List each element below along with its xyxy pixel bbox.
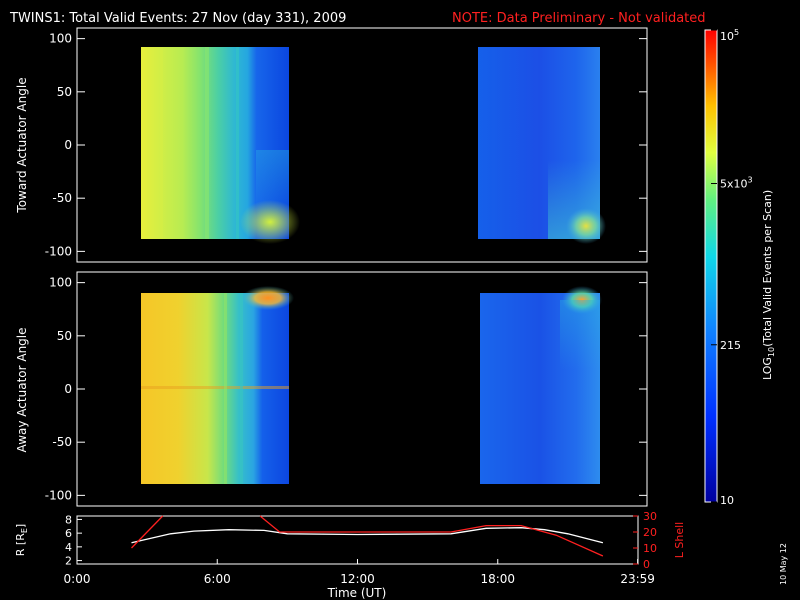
toward-block-early-stripe — [205, 47, 209, 239]
x-tick-label: 12:00 — [340, 572, 375, 586]
x-axis-label: Time (UT) — [327, 586, 387, 600]
orbit-ytick-left-label: 2 — [65, 555, 72, 568]
colorbar-tick-text: 215 — [720, 339, 741, 352]
l-shell-line — [131, 515, 164, 549]
generation-date-stamp: 10 May 12 — [779, 543, 788, 585]
colorbar-tick-text: 10 — [720, 30, 734, 43]
colorbar-tick-text: 5x10 — [720, 178, 748, 191]
orbit-ylabel-left: R [RE] — [14, 524, 29, 556]
away-block-early-band — [141, 386, 289, 389]
colorbar-tick-text: 10 — [720, 494, 734, 507]
colorbar-tick-exponent: 3 — [748, 176, 753, 185]
orbit-ytick-left-label: 4 — [65, 541, 72, 554]
orbit-panel-frame — [76, 515, 639, 565]
x-tick-label: 18:00 — [480, 572, 515, 586]
orbit-ytick-left-label: 6 — [65, 527, 72, 540]
away-block-early-stripe — [240, 293, 243, 484]
orbit-ylabel-right: L Shell — [673, 522, 686, 558]
colorbar-label: LOG10(Total Valid Events per Scan) — [761, 190, 776, 380]
figure-title: TWINS1: Total Valid Events: 27 Nov (day … — [9, 11, 346, 26]
orbit-lines — [131, 515, 604, 557]
toward-ylabel: Toward Actuator Angle — [15, 77, 29, 213]
away-ytick-label: -100 — [45, 488, 72, 502]
toward-block-late-hotspot — [566, 208, 606, 244]
toward-ytick-label: 0 — [64, 138, 72, 152]
away-ytick-label: 0 — [64, 382, 72, 396]
away-block-early-hotspot — [242, 286, 294, 310]
orbit-ytick-right-label: 10 — [643, 542, 657, 555]
toward-y-axis: 100 50 0 -50 -100 — [45, 32, 647, 258]
orbit-ytick-right-label: 20 — [643, 526, 657, 539]
x-tick-label: 23:59 — [620, 572, 655, 586]
x-tick-label: 0:00 — [64, 572, 91, 586]
colorbar-tick-label: 10 — [720, 494, 734, 507]
orbit-ytick-right-label: 30 — [643, 510, 657, 523]
toward-ytick-label: 100 — [49, 32, 72, 46]
toward-heatmap-panel: 100 50 0 -50 -100 Toward Actuator Angle — [15, 27, 648, 263]
orbit-ytick-right-label: 0 — [643, 558, 650, 571]
away-ylabel: Away Actuator Angle — [15, 327, 29, 452]
toward-block-early-shade — [256, 150, 289, 220]
toward-ytick-label: 50 — [57, 85, 72, 99]
colorbar-tick-label: 215 — [720, 339, 741, 352]
colorbar-tick-label: 105 — [720, 28, 739, 43]
colorbar-tick-exponent: 5 — [734, 28, 739, 37]
away-y-axis: 100 50 0 -50 -100 — [45, 276, 647, 502]
x-tick-label: 6:00 — [204, 572, 231, 586]
away-block-early-stripe — [224, 293, 227, 484]
l-shell-line — [259, 515, 604, 557]
radial-distance-line — [131, 527, 604, 544]
away-ytick-label: 50 — [57, 329, 72, 343]
toward-block-early-stripe — [160, 47, 163, 239]
toward-ytick-label: -100 — [45, 244, 72, 258]
orbit-ytick-left-label: 8 — [65, 513, 72, 526]
away-heatmap-panel: 100 50 0 -50 -100 Away Actuator Angle — [15, 271, 648, 507]
away-ytick-label: 100 — [49, 276, 72, 290]
toward-ytick-label: -50 — [52, 191, 72, 205]
toward-block-early-stripe — [236, 47, 239, 239]
colorbar-scale — [705, 30, 717, 502]
colorbar-tick-label: 5x103 — [720, 176, 753, 191]
preliminary-note: NOTE: Data Preliminary - Not validated — [452, 11, 706, 26]
away-ytick-label: -50 — [52, 435, 72, 449]
away-block-late-shade — [560, 300, 600, 370]
